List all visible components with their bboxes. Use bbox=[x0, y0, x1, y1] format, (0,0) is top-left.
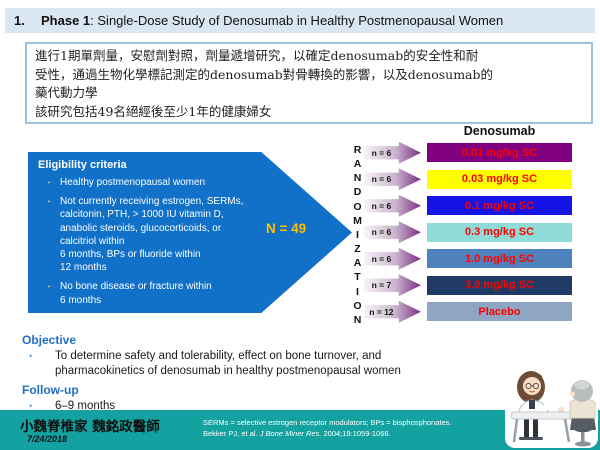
doctor-patient-illustration bbox=[505, 362, 598, 448]
bullet-icon bbox=[38, 280, 60, 306]
dose-box: 0.01 mg/kg SC bbox=[427, 143, 572, 163]
randomization-arms: n = 6 0.01 mg/kg SC n = 6 0.03 mg/kg SC … bbox=[364, 141, 572, 323]
treatment-arm: n = 6 0.01 mg/kg SC bbox=[364, 141, 572, 164]
arm-n-count: n = 6 bbox=[371, 147, 392, 158]
slide-item-number: 1. bbox=[14, 13, 25, 28]
followup-text: 6–9 months bbox=[55, 400, 116, 412]
arrow-right-icon: n = 7 bbox=[364, 274, 421, 297]
treatment-arm: n = 6 0.3 mg/kg SC bbox=[364, 221, 572, 244]
reference-notes: SERMs = selective estrogen receptor modu… bbox=[203, 418, 451, 439]
followup-item: 6–9 months bbox=[22, 399, 542, 414]
treatment-arm: n = 6 0.03 mg/kg SC bbox=[364, 168, 572, 191]
randomization-letter: N bbox=[353, 172, 362, 185]
arrow-right-icon: n = 6 bbox=[364, 221, 421, 244]
randomization-letter: I bbox=[356, 228, 359, 241]
eligibility-list: Healthy postmenopausal women Not current… bbox=[38, 176, 352, 307]
arm-n-count: n = 6 bbox=[371, 174, 392, 185]
dose-label: 0.3 mg/kg SC bbox=[464, 226, 535, 239]
objective-heading: Objective bbox=[22, 333, 77, 347]
randomization-letter: D bbox=[353, 186, 362, 199]
eligibility-item-text: Not currently receiving estrogen, SERMs,… bbox=[60, 196, 244, 274]
arrow-right-icon: n = 6 bbox=[364, 141, 421, 164]
objective-item: To determine safety and tolerability, ef… bbox=[22, 349, 542, 379]
citation: Bekker PJ, et al. J Bone Miner Res. 2004… bbox=[203, 429, 451, 440]
followup-heading: Follow-up bbox=[22, 383, 79, 397]
dose-box: Placebo bbox=[427, 302, 572, 322]
randomization-letter: N bbox=[353, 313, 362, 326]
slide-date: 7/24/2018 bbox=[27, 434, 68, 444]
arm-n-count: n = 6 bbox=[371, 200, 392, 211]
dose-box: 0.3 mg/kg SC bbox=[427, 222, 572, 242]
arrow-right-icon: n = 6 bbox=[364, 247, 421, 270]
treatment-arm: n = 6 1.0 mg/kg SC bbox=[364, 247, 572, 270]
arm-n-count: n = 7 bbox=[371, 280, 392, 291]
eligibility-item: Healthy postmenopausal women bbox=[38, 176, 352, 189]
eligibility-criteria-panel: Eligibility criteria Healthy postmenopau… bbox=[28, 152, 352, 313]
objective-followup-section: Objective To determine safety and tolera… bbox=[22, 333, 542, 418]
randomization-letter: I bbox=[356, 285, 359, 298]
dose-label: 3.0 mg/kg SC bbox=[464, 279, 535, 292]
arrow-right-icon: n = 12 bbox=[364, 300, 421, 323]
randomization-vertical-label: R A N D O M I Z A T I O N bbox=[350, 144, 365, 326]
study-summary-text: 進行1期單劑量，安慰劑對照，劑量遞增研究，以確定denosumab的安全性和耐 … bbox=[35, 48, 493, 119]
dose-box: 0.1 mg/kg SC bbox=[427, 196, 572, 216]
dose-label: Placebo bbox=[478, 305, 521, 318]
dose-label: 0.01 mg/kg SC bbox=[461, 146, 538, 159]
dose-box: 0.03 mg/kg SC bbox=[427, 169, 572, 189]
eligibility-item-text: Healthy postmenopausal women bbox=[60, 177, 206, 188]
dose-box: 3.0 mg/kg SC bbox=[427, 275, 572, 295]
treatment-arm: n = 12 Placebo bbox=[364, 300, 572, 323]
title-rest: : Single-Dose Study of Denosumab in Heal… bbox=[90, 13, 504, 28]
slide-footer: 小魏脊椎家 魏銘政醫師 7/24/2018 SERMs = selective … bbox=[0, 410, 600, 450]
citation-journal: J Bone Miner Res. bbox=[259, 428, 322, 438]
randomization-letter: A bbox=[353, 158, 362, 171]
randomization-letter: T bbox=[354, 271, 361, 284]
randomization-letter: Z bbox=[354, 243, 361, 256]
randomization-letter: O bbox=[353, 200, 362, 213]
eligibility-item-text: No bone disease or fracture within 6 mon… bbox=[60, 281, 212, 306]
dose-label: 0.1 mg/kg SC bbox=[464, 199, 535, 212]
randomization-letter: R bbox=[353, 144, 362, 156]
dose-label: 0.03 mg/kg SC bbox=[461, 173, 538, 186]
randomization-letter: A bbox=[353, 257, 362, 270]
arm-n-count: n = 6 bbox=[371, 227, 392, 238]
randomization-letter: M bbox=[353, 214, 362, 227]
title-phase-label: Phase 1 bbox=[41, 13, 91, 28]
randomization-letter: O bbox=[353, 299, 362, 312]
citation-authors: Bekker PJ, et al. bbox=[203, 428, 260, 438]
objective-text: To determine safety and tolerability, ef… bbox=[55, 350, 401, 377]
dose-box: 1.0 mg/kg SC bbox=[427, 249, 572, 269]
study-summary-box: 進行1期單劑量，安慰劑對照，劑量遞增研究，以確定denosumab的安全性和耐 … bbox=[25, 42, 593, 124]
eligibility-title: Eligibility criteria bbox=[38, 159, 127, 171]
slide-title: Phase 1: Single-Dose Study of Denosumab … bbox=[41, 13, 503, 28]
bullet-icon bbox=[38, 176, 60, 189]
clinic-name: 小魏脊椎家 魏銘政醫師 bbox=[20, 419, 160, 435]
slide-title-bar: 1. Phase 1: Single-Dose Study of Denosum… bbox=[5, 8, 595, 33]
treatment-arm: n = 7 3.0 mg/kg SC bbox=[364, 274, 572, 297]
eligibility-item: Not currently receiving estrogen, SERMs,… bbox=[38, 195, 352, 274]
treatment-arm: n = 6 0.1 mg/kg SC bbox=[364, 194, 572, 217]
eligibility-item: No bone disease or fracture within 6 mon… bbox=[38, 280, 352, 306]
arrow-right-icon: n = 6 bbox=[364, 168, 421, 191]
arm-n-count: n = 12 bbox=[369, 306, 394, 317]
arm-n-count: n = 6 bbox=[371, 253, 392, 264]
citation-details: 2004;19:1059-1066. bbox=[321, 428, 391, 438]
enrollment-count: N = 49 bbox=[266, 221, 307, 236]
arrow-right-icon: n = 6 bbox=[364, 194, 421, 217]
abbreviation-note: SERMs = selective estrogen receptor modu… bbox=[203, 418, 452, 427]
dose-label: 1.0 mg/kg SC bbox=[464, 252, 535, 265]
bullet-icon bbox=[38, 195, 60, 274]
bullet-icon bbox=[22, 349, 55, 379]
denosumab-column-header: Denosumab bbox=[463, 124, 536, 138]
